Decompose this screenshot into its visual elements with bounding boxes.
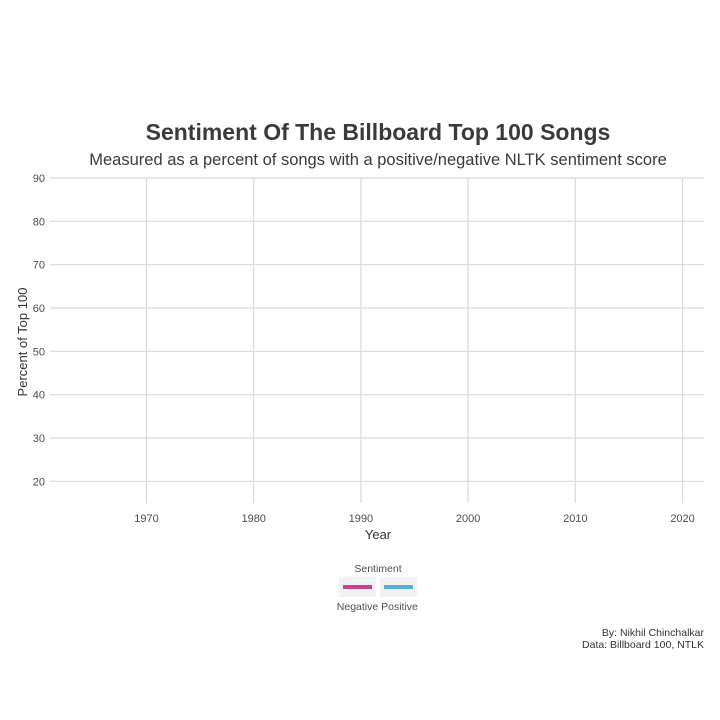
chart-subtitle: Measured as a percent of songs with a po…: [89, 151, 667, 169]
y-tick-label-80: 80: [33, 216, 45, 228]
y-axis-ticks: 20 30 40 50 60 70 80 90: [33, 173, 45, 488]
y-tick-label-20: 20: [33, 476, 45, 488]
legend-label-negative: Negative: [337, 601, 379, 613]
y-tick-label-70: 70: [33, 260, 45, 272]
y-tick-label-50: 50: [33, 346, 45, 358]
legend-title: Sentiment: [354, 563, 401, 575]
x-tick-label-2010: 2010: [563, 513, 587, 525]
caption-author: By: Nikhil Chinchalkar: [602, 627, 705, 639]
x-tick-label-2020: 2020: [670, 513, 694, 525]
y-gridlines: [50, 177, 704, 482]
y-tick-label-90: 90: [33, 173, 45, 185]
x-axis-ticks: 1970 1980 1990 2000 2010 2020: [134, 513, 695, 525]
legend-label-positive: Positive: [381, 601, 418, 613]
y-tick-label-30: 30: [33, 433, 45, 445]
x-axis-title: Year: [365, 527, 392, 542]
x-tick-label-1980: 1980: [241, 513, 265, 525]
chart-title: Sentiment Of The Billboard Top 100 Songs: [146, 119, 611, 145]
x-tick-label-2000: 2000: [456, 513, 480, 525]
y-tick-label-60: 60: [33, 303, 45, 315]
y-axis-title: Percent of Top 100: [15, 288, 30, 397]
x-tick-label-1970: 1970: [134, 513, 158, 525]
x-gridlines: [145, 178, 684, 503]
caption-source: Data: Billboard 100, NTLK: [582, 639, 704, 651]
y-tick-label-40: 40: [33, 390, 45, 402]
x-tick-label-1990: 1990: [349, 513, 373, 525]
legend: Sentiment Negative Positive: [337, 563, 418, 613]
